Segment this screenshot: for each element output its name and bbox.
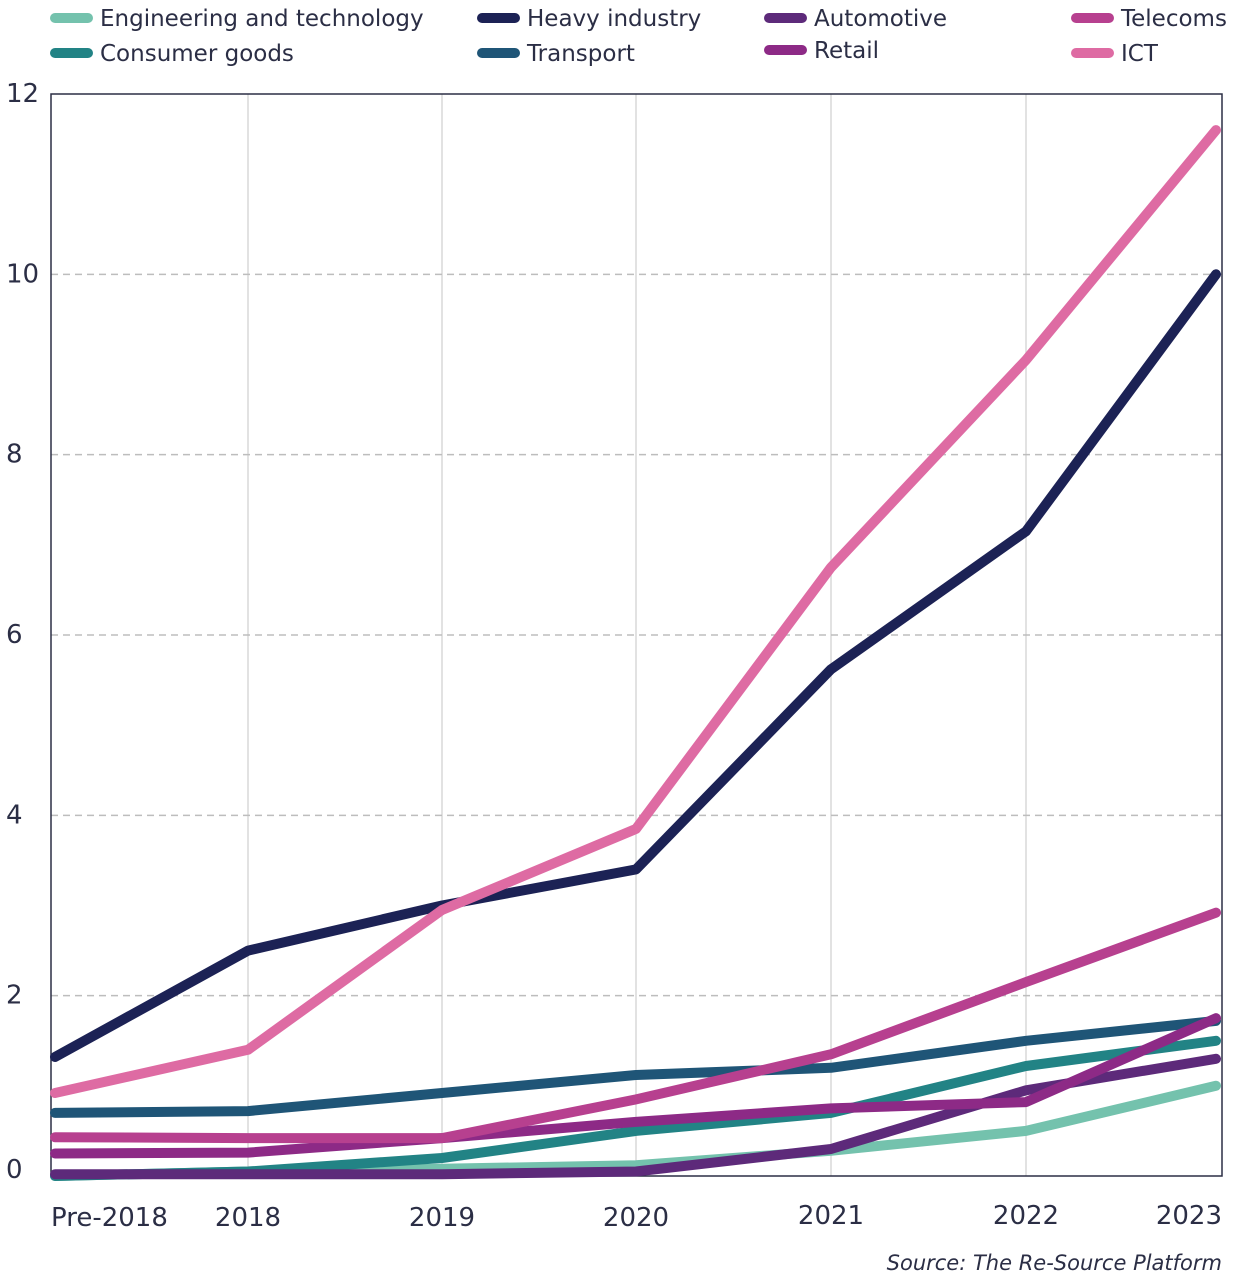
series-line-ict bbox=[50, 125, 1221, 1098]
legend-label: Telecoms bbox=[1120, 6, 1227, 32]
x-tick-label: 2021 bbox=[798, 1201, 864, 1231]
y-tick-label: 8 bbox=[6, 440, 23, 470]
legend-item-heavy-industry: Heavy industry bbox=[477, 6, 701, 32]
series-line-transport bbox=[50, 1015, 1221, 1118]
series-line-retail bbox=[50, 1013, 1221, 1159]
legend-item-retail: Retail bbox=[764, 38, 879, 64]
legend-item-consumer-goods: Consumer goods bbox=[50, 41, 294, 67]
legend-label: Automotive bbox=[814, 6, 947, 32]
legend-label: Consumer goods bbox=[100, 41, 294, 67]
y-tick-label: 12 bbox=[6, 79, 39, 109]
y-tick-label: 4 bbox=[6, 800, 23, 830]
legend-item-transport: Transport bbox=[477, 41, 635, 67]
legend-label: Engineering and technology bbox=[100, 6, 424, 32]
y-tick-label: 10 bbox=[6, 259, 39, 289]
series-line-telecoms bbox=[50, 907, 1221, 1144]
series-line-automotive bbox=[50, 1053, 1221, 1180]
legend-item-engineering-and-technology: Engineering and technology bbox=[50, 6, 424, 32]
y-tick-label: 2 bbox=[6, 981, 23, 1011]
legend: Engineering and technology Consumer goods… bbox=[50, 6, 1227, 67]
legend-item-ict: ICT bbox=[1071, 41, 1159, 67]
x-tick-label: 2019 bbox=[409, 1203, 475, 1233]
x-tick-label: 2020 bbox=[603, 1203, 669, 1233]
x-tick-label: 2022 bbox=[993, 1201, 1059, 1231]
legend-label: Transport bbox=[526, 41, 635, 67]
x-tick-label: Pre-2018 bbox=[51, 1203, 168, 1233]
series-line-heavy-industry bbox=[50, 269, 1221, 1062]
x-tick-label: 2018 bbox=[215, 1203, 281, 1233]
legend-item-telecoms: Telecoms bbox=[1071, 6, 1227, 32]
y-tick-label: 0 bbox=[6, 1155, 23, 1185]
legend-item-automotive: Automotive bbox=[764, 6, 947, 32]
y-tick-label: 6 bbox=[6, 620, 23, 650]
source-note: Source: The Re-Source Platform bbox=[887, 1251, 1222, 1275]
legend-label: Heavy industry bbox=[527, 6, 701, 32]
series-lines bbox=[50, 125, 1221, 1181]
grid bbox=[51, 94, 1222, 1176]
legend-label: ICT bbox=[1121, 41, 1159, 67]
x-tick-label: 2023 bbox=[1156, 1201, 1222, 1231]
legend-label: Retail bbox=[814, 38, 879, 64]
